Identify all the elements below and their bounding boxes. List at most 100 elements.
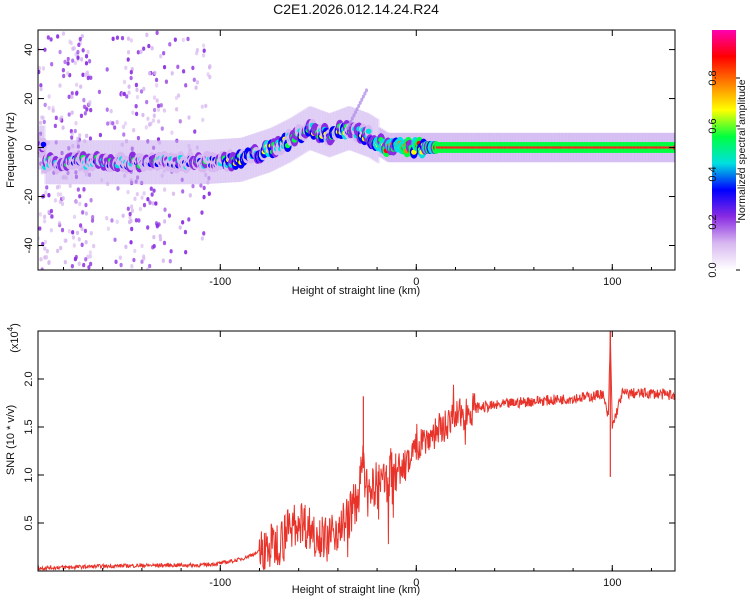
spectrogram-streak-mark bbox=[360, 97, 364, 102]
colorbar-ticks: 0.0 0.2 0.4 0.6 0.8 bbox=[707, 70, 740, 278]
snr-y-tick-label: 0.5 bbox=[23, 515, 35, 530]
spectrogram-noise-mark bbox=[120, 142, 124, 147]
snr-y-tick-label: 2.0 bbox=[23, 371, 35, 386]
spectrogram-x-tick-label: 0 bbox=[413, 276, 419, 288]
spectrogram-noise-mark bbox=[106, 121, 110, 126]
spectrogram-noise-mark bbox=[155, 30, 159, 36]
spectrogram-noise-mark bbox=[78, 36, 82, 42]
spectrogram-noise-mark bbox=[89, 261, 93, 267]
spectrogram-y-label: Frequency (Hz) bbox=[5, 112, 17, 188]
spectrogram-noise-mark bbox=[86, 254, 90, 260]
spectrogram-noise-mark bbox=[50, 61, 54, 67]
spectrogram-noise-mark bbox=[148, 122, 152, 127]
spectrogram-frame bbox=[37, 29, 676, 271]
spectrogram-noise-mark bbox=[57, 184, 61, 189]
spectrogram-noise-mark bbox=[58, 83, 62, 88]
spectrogram-noise-mark bbox=[54, 140, 58, 145]
spectrogram-noise-mark bbox=[89, 198, 93, 203]
spectrogram-noise-mark bbox=[130, 204, 134, 209]
spectrogram-noise-mark bbox=[142, 254, 146, 259]
spectrogram-noise-mark bbox=[130, 264, 134, 269]
spectrogram-noise-mark bbox=[81, 48, 85, 53]
spectrogram-noise-mark bbox=[137, 218, 141, 223]
spectrogram-noise-mark bbox=[60, 150, 64, 156]
snr-line bbox=[38, 331, 675, 571]
spectrogram-noise-mark bbox=[204, 172, 208, 178]
spectrogram-noise-mark bbox=[176, 64, 180, 70]
spectrogram-noise-mark bbox=[193, 129, 197, 134]
spectrogram-noise-mark bbox=[74, 82, 79, 88]
spectrogram-noise-mark bbox=[53, 123, 57, 129]
spectrogram-noise-mark bbox=[110, 218, 114, 223]
spectrogram-noise-mark bbox=[134, 179, 138, 184]
spectrogram-noise-mark bbox=[140, 195, 144, 200]
colorbar-tick-label: 0.6 bbox=[707, 118, 719, 133]
snr-y-tick-label: 1.0 bbox=[23, 467, 35, 482]
snr-marks bbox=[38, 331, 675, 571]
spectrogram-noise-mark bbox=[162, 168, 166, 174]
spectrogram-noise-mark bbox=[142, 46, 146, 51]
spectrogram-noise-mark bbox=[159, 54, 163, 59]
spectrogram-noise-mark bbox=[74, 120, 78, 126]
spectrogram-noise-mark bbox=[122, 91, 126, 97]
spectrogram-noise-mark bbox=[70, 110, 74, 115]
snr-frame bbox=[37, 330, 676, 572]
spectrogram-noise-mark bbox=[111, 121, 115, 126]
spectrogram-noise-mark bbox=[206, 72, 210, 77]
spectrogram-streak-mark bbox=[357, 104, 361, 109]
spectrogram-noise-mark bbox=[171, 191, 176, 197]
spectrogram-noise-mark bbox=[88, 250, 92, 255]
spectrogram-noise-mark bbox=[150, 46, 154, 51]
spectrogram-noise-mark bbox=[76, 49, 80, 55]
spectrogram-noise-mark bbox=[124, 139, 129, 144]
spectrogram-noise-mark bbox=[66, 56, 70, 62]
spectrogram-noise-mark bbox=[76, 55, 80, 60]
spectrogram-noise-mark bbox=[127, 90, 131, 95]
spectrogram-noise-mark bbox=[88, 254, 92, 259]
spectrogram-noise-mark bbox=[77, 261, 81, 266]
spectrogram-plot: -100 0 100 40 20 0 -20 -40 Height of straight … bbox=[5, 29, 676, 297]
spectrogram-noise-mark bbox=[66, 61, 70, 66]
spectrogram-noise-mark bbox=[40, 115, 44, 120]
colorbar: 0.0 0.2 0.4 0.6 0.8 Normalized spectral ampl… bbox=[707, 30, 748, 278]
spectrogram-noise-mark bbox=[184, 83, 188, 88]
spectrogram-noise-mark bbox=[187, 143, 191, 149]
spectrogram-noise-mark bbox=[140, 243, 144, 249]
spectrogram-noise-mark bbox=[146, 225, 150, 230]
spectrogram-noise-mark bbox=[47, 260, 51, 265]
spectrogram-noise-mark bbox=[87, 172, 92, 177]
spectrogram-noise-mark bbox=[38, 66, 42, 71]
spectrogram-noise-mark bbox=[170, 130, 174, 135]
spectrogram-noise-mark bbox=[202, 185, 206, 191]
spectrogram-noise-mark bbox=[164, 79, 169, 84]
spectrogram-noise-mark bbox=[78, 133, 82, 138]
spectrogram-noise-mark bbox=[146, 267, 150, 270]
spectrogram-noise-mark bbox=[76, 187, 80, 192]
spectrogram-noise-mark bbox=[80, 242, 84, 248]
spectrogram-noise-mark bbox=[43, 47, 47, 52]
spectrogram-noise-mark bbox=[84, 54, 89, 59]
spectrogram-noise-mark bbox=[60, 201, 65, 207]
spectrogram-noise-mark bbox=[151, 245, 155, 250]
spectrogram-noise-mark bbox=[206, 180, 210, 185]
spectrogram-noise-mark bbox=[63, 238, 67, 243]
spectrogram-noise-mark bbox=[126, 36, 131, 41]
spectrogram-noise-mark bbox=[81, 210, 85, 215]
spectrogram-noise-mark bbox=[84, 257, 88, 262]
spectrogram-noise-mark bbox=[140, 180, 144, 186]
spectrogram-noise-mark bbox=[148, 263, 152, 269]
spectrogram-noise-mark bbox=[134, 104, 138, 109]
spectrogram-noise-mark bbox=[180, 177, 184, 182]
spectrogram-noise-mark bbox=[126, 206, 130, 211]
spectrogram-noise-mark bbox=[158, 233, 162, 239]
spectrogram-noise-mark bbox=[82, 104, 87, 110]
spectrogram-noise-mark bbox=[58, 117, 62, 122]
spectrogram-noise-mark bbox=[183, 229, 188, 235]
spectrogram-noise-mark bbox=[154, 201, 158, 206]
spectrogram-y-tick-label: 40 bbox=[23, 43, 35, 55]
spectrogram-noise-mark bbox=[84, 202, 88, 208]
spectrogram-noise-mark bbox=[157, 119, 161, 124]
spectrogram-noise-mark bbox=[151, 118, 155, 123]
colorbar-tick-label: 0.4 bbox=[707, 166, 719, 181]
